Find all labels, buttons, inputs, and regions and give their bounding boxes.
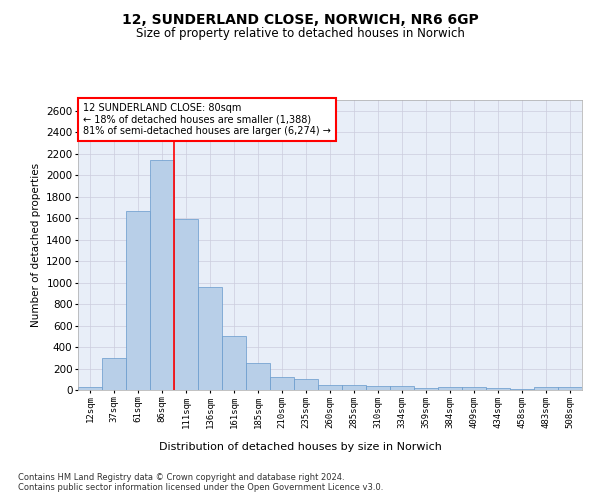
Bar	[414, 388, 438, 390]
Text: Size of property relative to detached houses in Norwich: Size of property relative to detached ho…	[136, 28, 464, 40]
Text: Contains HM Land Registry data © Crown copyright and database right 2024.: Contains HM Land Registry data © Crown c…	[18, 472, 344, 482]
Bar	[270, 377, 294, 390]
Text: 12 SUNDERLAND CLOSE: 80sqm
← 18% of detached houses are smaller (1,388)
81% of s: 12 SUNDERLAND CLOSE: 80sqm ← 18% of deta…	[83, 103, 331, 136]
Bar	[318, 384, 342, 390]
Text: Contains public sector information licensed under the Open Government Licence v3: Contains public sector information licen…	[18, 482, 383, 492]
Bar	[222, 336, 246, 390]
Bar	[198, 287, 222, 390]
Bar	[174, 219, 198, 390]
Text: Distribution of detached houses by size in Norwich: Distribution of detached houses by size …	[158, 442, 442, 452]
Bar	[558, 388, 582, 390]
Bar	[342, 384, 366, 390]
Bar	[438, 387, 462, 390]
Text: 12, SUNDERLAND CLOSE, NORWICH, NR6 6GP: 12, SUNDERLAND CLOSE, NORWICH, NR6 6GP	[122, 12, 478, 26]
Y-axis label: Number of detached properties: Number of detached properties	[31, 163, 41, 327]
Bar	[78, 388, 102, 390]
Bar	[366, 386, 390, 390]
Bar	[294, 380, 318, 390]
Bar	[510, 389, 534, 390]
Bar	[390, 386, 414, 390]
Bar	[486, 388, 510, 390]
Bar	[246, 363, 270, 390]
Bar	[150, 160, 174, 390]
Bar	[102, 358, 126, 390]
Bar	[534, 387, 558, 390]
Bar	[462, 388, 486, 390]
Bar	[126, 210, 150, 390]
